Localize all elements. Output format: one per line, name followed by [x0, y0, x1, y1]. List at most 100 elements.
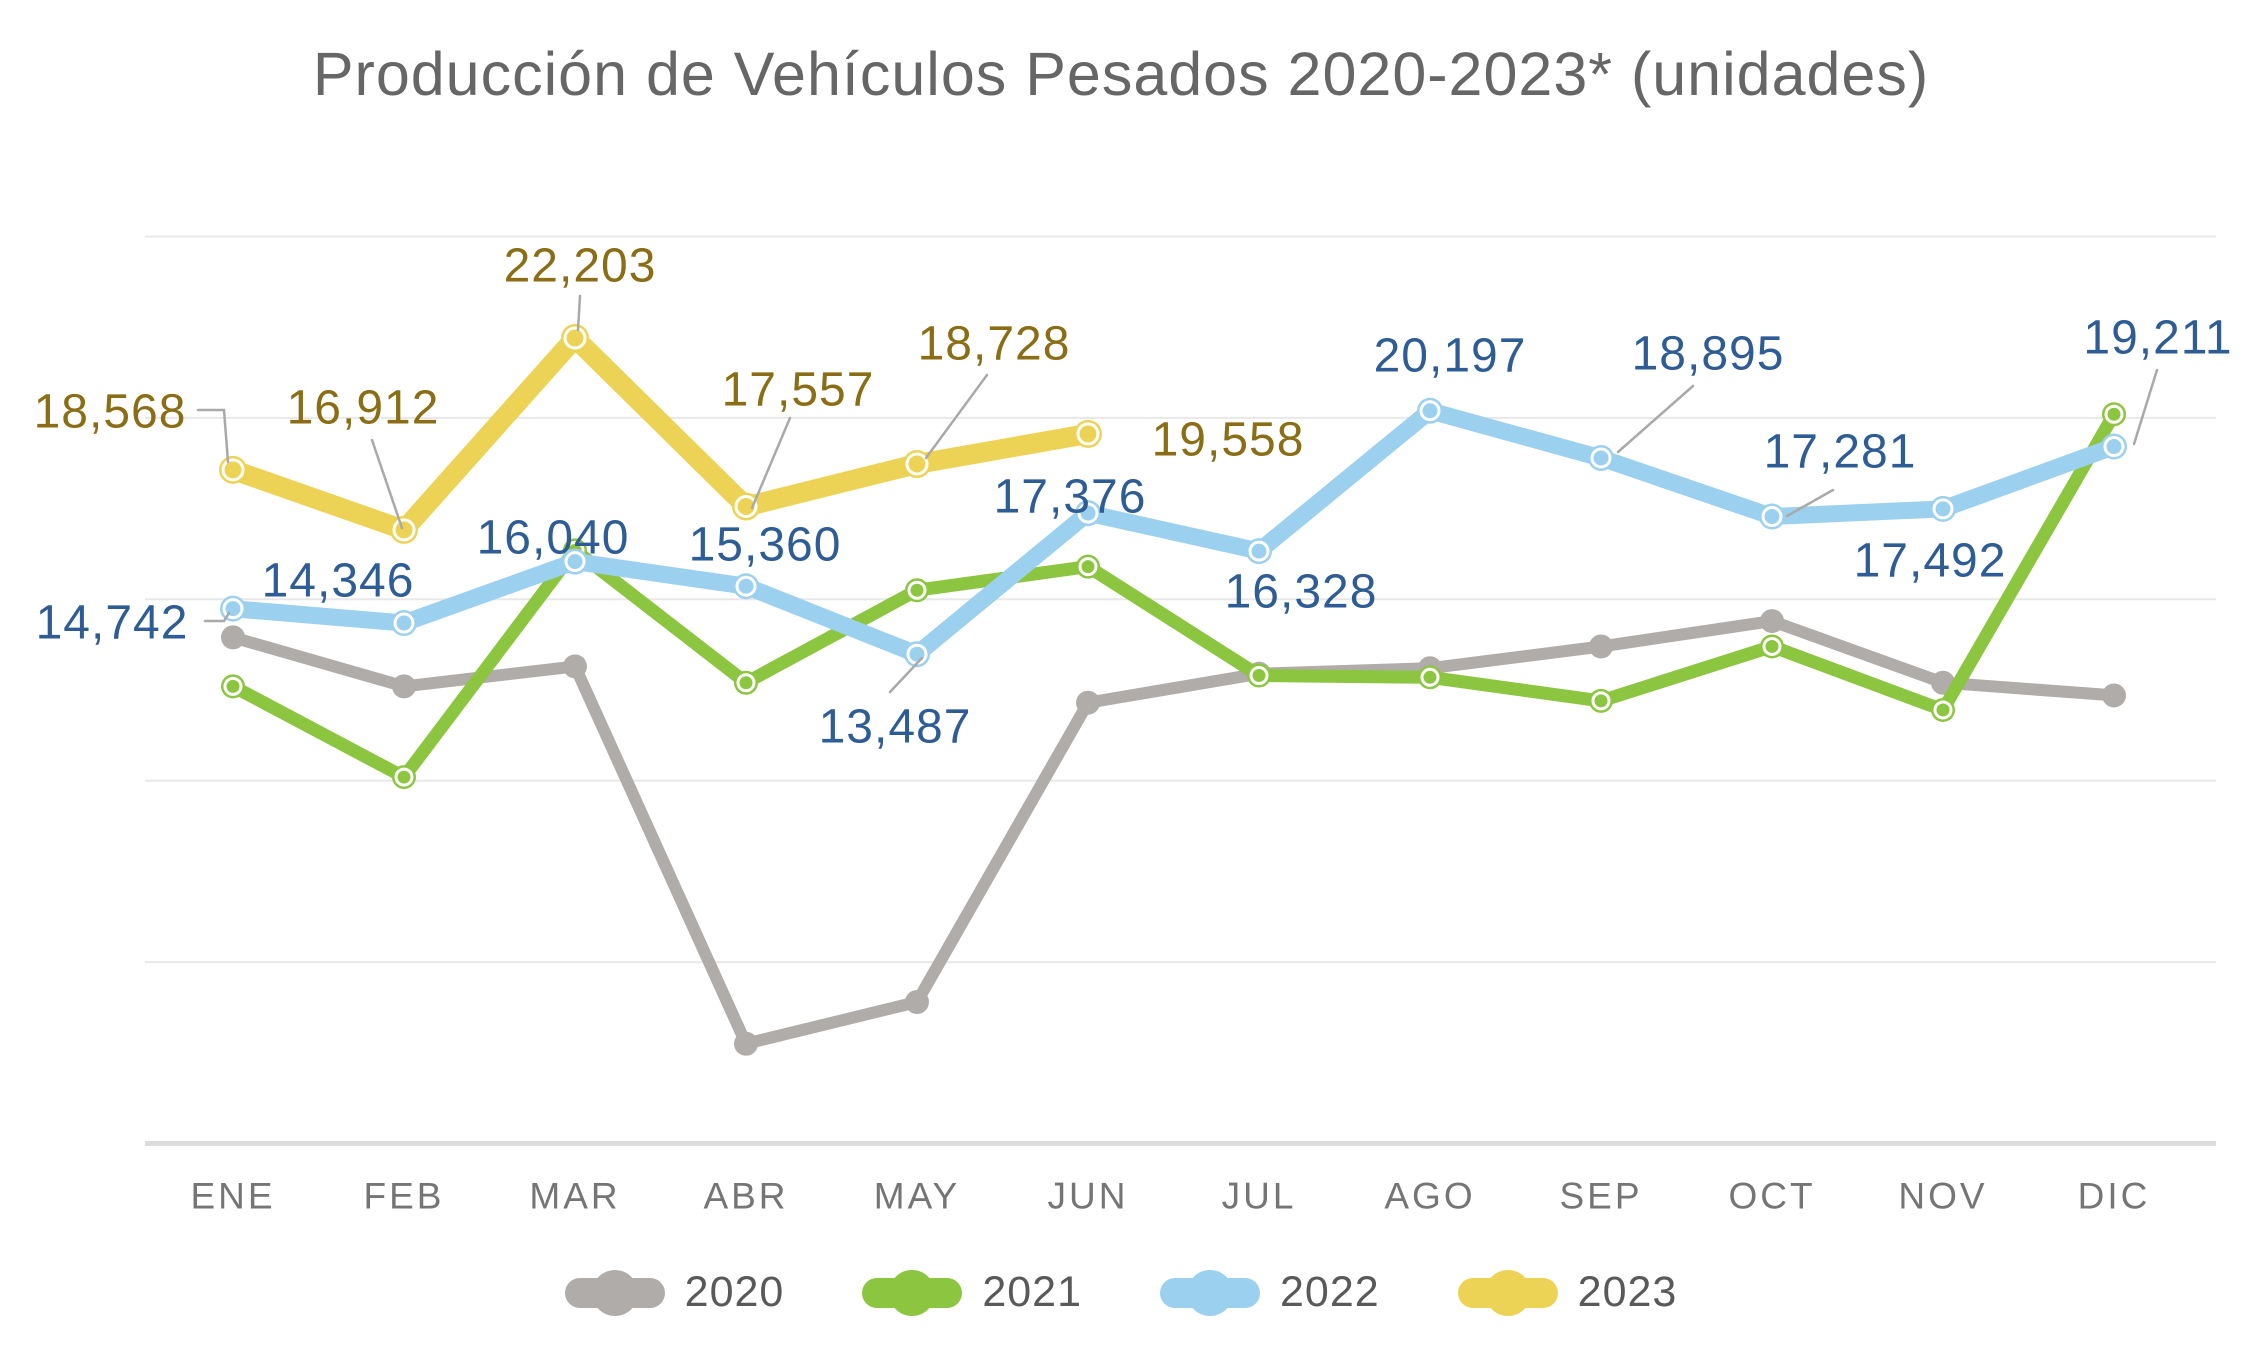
legend-swatch-2022	[1160, 1269, 1260, 1316]
axis-label-SEP: SEP	[1559, 1176, 1642, 1217]
series-line-2021	[226, 407, 2121, 784]
data-label-2022-20,197: 20,197	[1374, 330, 1527, 383]
axis-label-ABR: ABR	[703, 1176, 788, 1217]
data-label-2023-16,912: 16,912	[287, 382, 440, 435]
leader-line-2022-13,487	[888, 656, 924, 694]
point-2022-JUL-ring	[1248, 540, 1270, 562]
point-2020-ENE	[221, 625, 245, 650]
data-label-2022-17,281: 17,281	[1764, 426, 1917, 479]
point-2021-OCT-ring	[1762, 636, 1782, 656]
legend-marker-2022-icon	[1187, 1269, 1233, 1316]
legend-swatch-2020	[564, 1269, 665, 1316]
data-label-2023-18,728: 18,728	[918, 318, 1071, 371]
point-2020-MAY	[905, 990, 929, 1015]
axis-label-AGO: AGO	[1384, 1176, 1475, 1217]
data-label-2022-14,346: 14,346	[262, 555, 415, 608]
point-2022-OCT-ring	[1761, 506, 1783, 528]
point-2023-JUN-ring	[1076, 422, 1100, 446]
leader-line-2022-18,895	[1616, 384, 1695, 454]
legend: 2020 2021 2022 2023	[0, 1268, 2242, 1317]
point-2020-ABR	[734, 1031, 758, 1056]
data-label-2023-17,557: 17,557	[722, 364, 875, 417]
point-2023-FEB-ring	[392, 518, 416, 542]
point-2022-SEP-ring	[1590, 447, 1612, 469]
leader-line-2022-14,742	[203, 611, 231, 623]
point-2021-FEB-ring	[394, 767, 414, 787]
legend-marker-2020-icon	[591, 1269, 638, 1316]
point-2022-ENE-ring	[222, 598, 244, 620]
data-label-2022-17,376: 17,376	[994, 471, 1147, 524]
legend-item-2022[interactable]: 2022	[1160, 1268, 1380, 1317]
leader-line-2023-17,557	[750, 416, 792, 510]
point-2023-ENE-ring	[221, 458, 245, 482]
point-2021-AGO-ring	[1420, 667, 1440, 687]
point-2021-JUL-ring	[1249, 665, 1269, 685]
point-2020-DIC	[2102, 683, 2126, 708]
point-2020-MAR	[563, 654, 587, 679]
data-label-2023-18,568: 18,568	[34, 386, 187, 439]
legend-item-2020[interactable]: 2020	[564, 1268, 785, 1317]
leader-line-2023-18,568	[196, 408, 230, 464]
data-label-2022-16,328: 16,328	[1225, 566, 1378, 619]
axis-label-JUL: JUL	[1222, 1176, 1297, 1217]
leader-line-2023-16,912	[370, 438, 404, 530]
point-2022-JUN-ring	[1077, 502, 1099, 524]
point-2021-ABR-ring	[736, 673, 756, 693]
axis-label-NOV: NOV	[1898, 1176, 1987, 1217]
leader-line-2022-17,281	[1785, 488, 1835, 518]
series-line-2023	[223, 328, 1098, 540]
chart-title: Producción de Vehículos Pesados 2020-202…	[312, 40, 1930, 108]
legend-label-2023: 2023	[1577, 1268, 1678, 1316]
leader-line-2022-19,211	[2132, 368, 2159, 446]
point-2020-SEP	[1589, 634, 1613, 659]
point-2021-MAY-ring	[907, 580, 927, 600]
point-2023-MAR-ring	[563, 326, 587, 350]
point-2021-JUN-ring	[1078, 557, 1098, 577]
axis-label-MAY: MAY	[874, 1176, 960, 1217]
axis-label-ENE: ENE	[190, 1176, 275, 1217]
leader-line-2023-18,728	[924, 373, 989, 460]
data-label-2023-19,558: 19,558	[1152, 414, 1305, 467]
point-2022-NOV-ring	[1932, 498, 1954, 520]
legend-label-2021: 2021	[982, 1268, 1082, 1316]
point-2022-FEB-ring	[393, 612, 415, 634]
point-2020-JUN	[1076, 690, 1100, 715]
point-2022-ABR-ring	[735, 575, 757, 597]
legend-item-2021[interactable]: 2021	[862, 1268, 1082, 1317]
series-line-2022	[224, 402, 2123, 663]
point-2021-SEP-ring	[1591, 691, 1611, 711]
leader-line-2023-22,203	[576, 294, 582, 332]
point-2023-ABR-ring	[734, 495, 758, 519]
data-label-2023-22,203: 22,203	[504, 240, 657, 293]
axis-label-JUN: JUN	[1048, 1176, 1129, 1217]
legend-item-2023[interactable]: 2023	[1457, 1268, 1678, 1317]
point-2022-MAR-ring	[564, 551, 586, 573]
point-2023-MAY-ring	[905, 452, 929, 476]
point-2021-DIC-ring	[2104, 404, 2124, 424]
legend-label-2022: 2022	[1280, 1268, 1380, 1316]
data-label-2022-19,211: 19,211	[2083, 312, 2232, 365]
axis-label-MAR: MAR	[529, 1176, 620, 1217]
point-2022-DIC-ring	[2103, 436, 2125, 458]
point-2021-NOV-ring	[1933, 700, 1953, 720]
data-label-2022-17,492: 17,492	[1854, 535, 2007, 588]
data-label-2022-18,895: 18,895	[1632, 328, 1785, 381]
point-2020-OCT	[1760, 609, 1784, 634]
axis-label-DIC: DIC	[2078, 1176, 2151, 1217]
legend-label-2020: 2020	[684, 1268, 785, 1316]
axis-label-OCT: OCT	[1728, 1176, 1815, 1217]
axis-label-FEB: FEB	[364, 1176, 445, 1217]
point-2022-AGO-ring	[1419, 400, 1441, 422]
data-label-2022-15,360: 15,360	[689, 519, 842, 572]
legend-marker-2023-icon	[1484, 1269, 1531, 1316]
legend-marker-2021-icon	[889, 1269, 936, 1316]
point-2021-ENE-ring	[223, 676, 243, 696]
legend-swatch-2021	[862, 1269, 963, 1316]
data-label-2022-14,742: 14,742	[36, 597, 189, 650]
legend-swatch-2023	[1457, 1269, 1558, 1316]
point-2020-FEB	[392, 674, 416, 699]
data-label-2022-16,040: 16,040	[477, 512, 630, 565]
series-line-2020	[227, 615, 2120, 1050]
